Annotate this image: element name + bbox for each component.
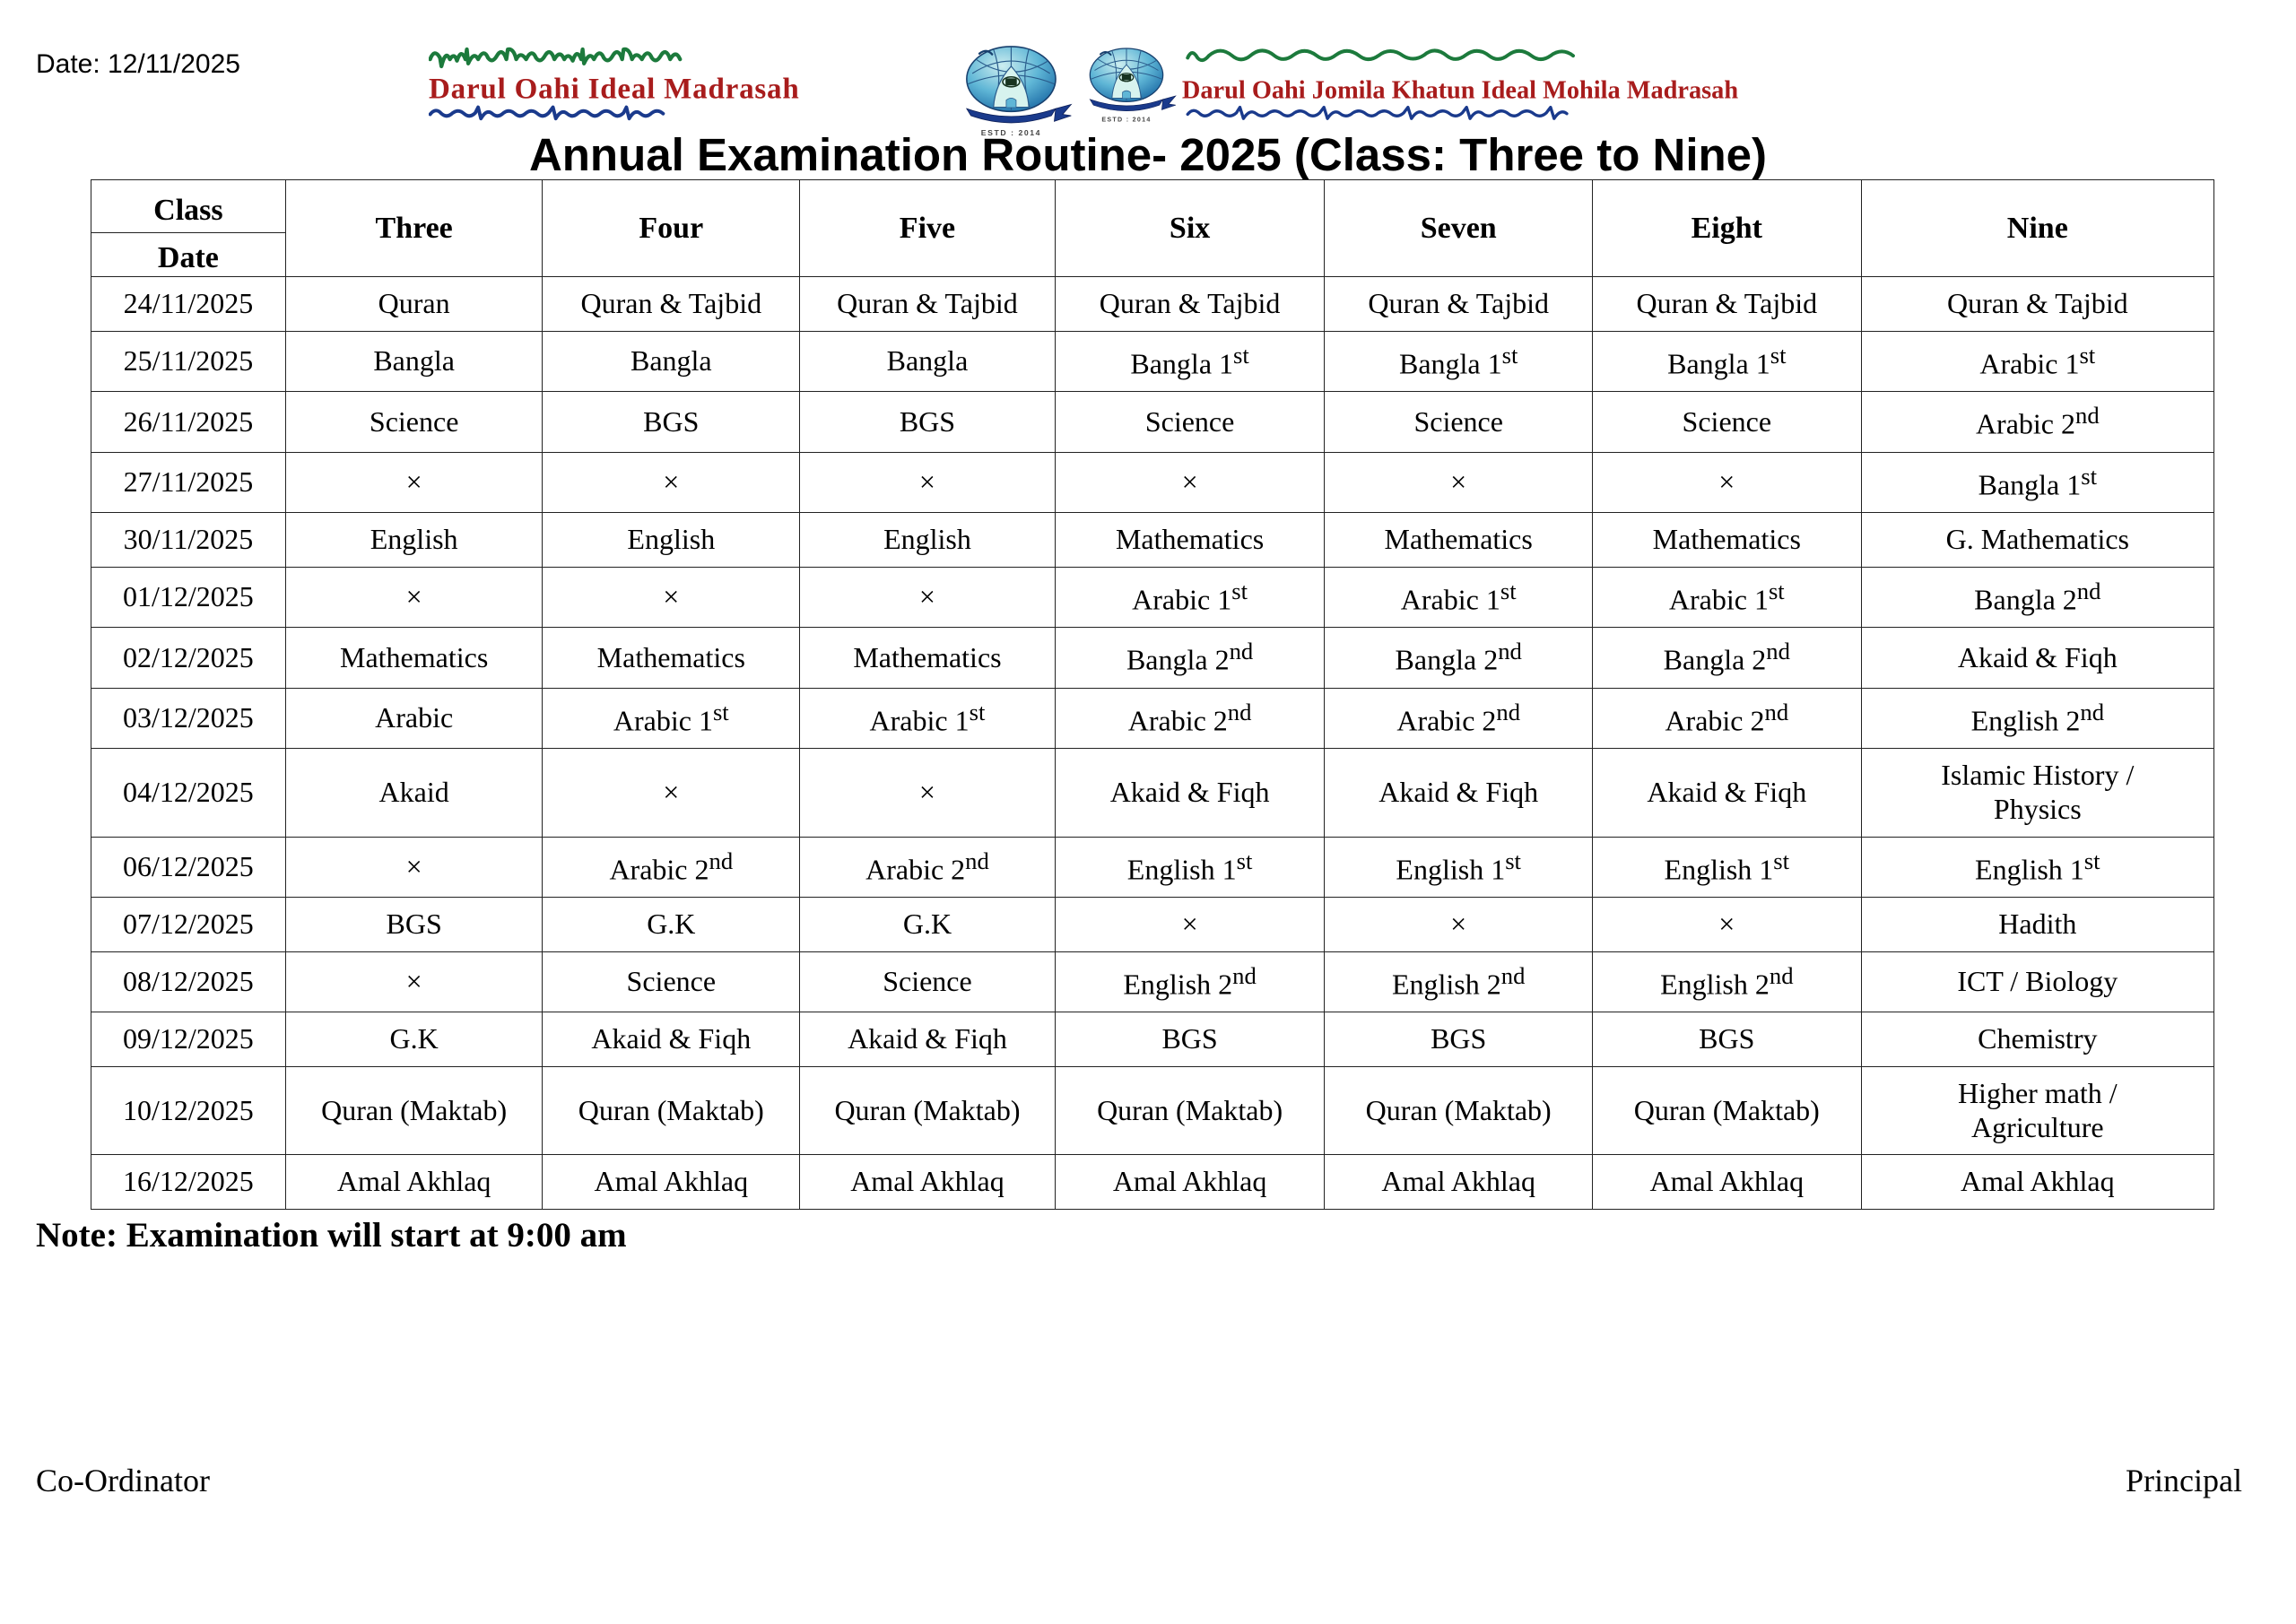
svg-text:Darul Oahi Ideal Madrasah: Darul Oahi Ideal Madrasah	[429, 73, 800, 105]
svg-text:ESTD : 2014: ESTD : 2014	[1101, 116, 1151, 123]
svg-text:Darul Oahi Jomila Khatun Ideal: Darul Oahi Jomila Khatun Ideal Mohila Ma…	[1182, 76, 1738, 104]
